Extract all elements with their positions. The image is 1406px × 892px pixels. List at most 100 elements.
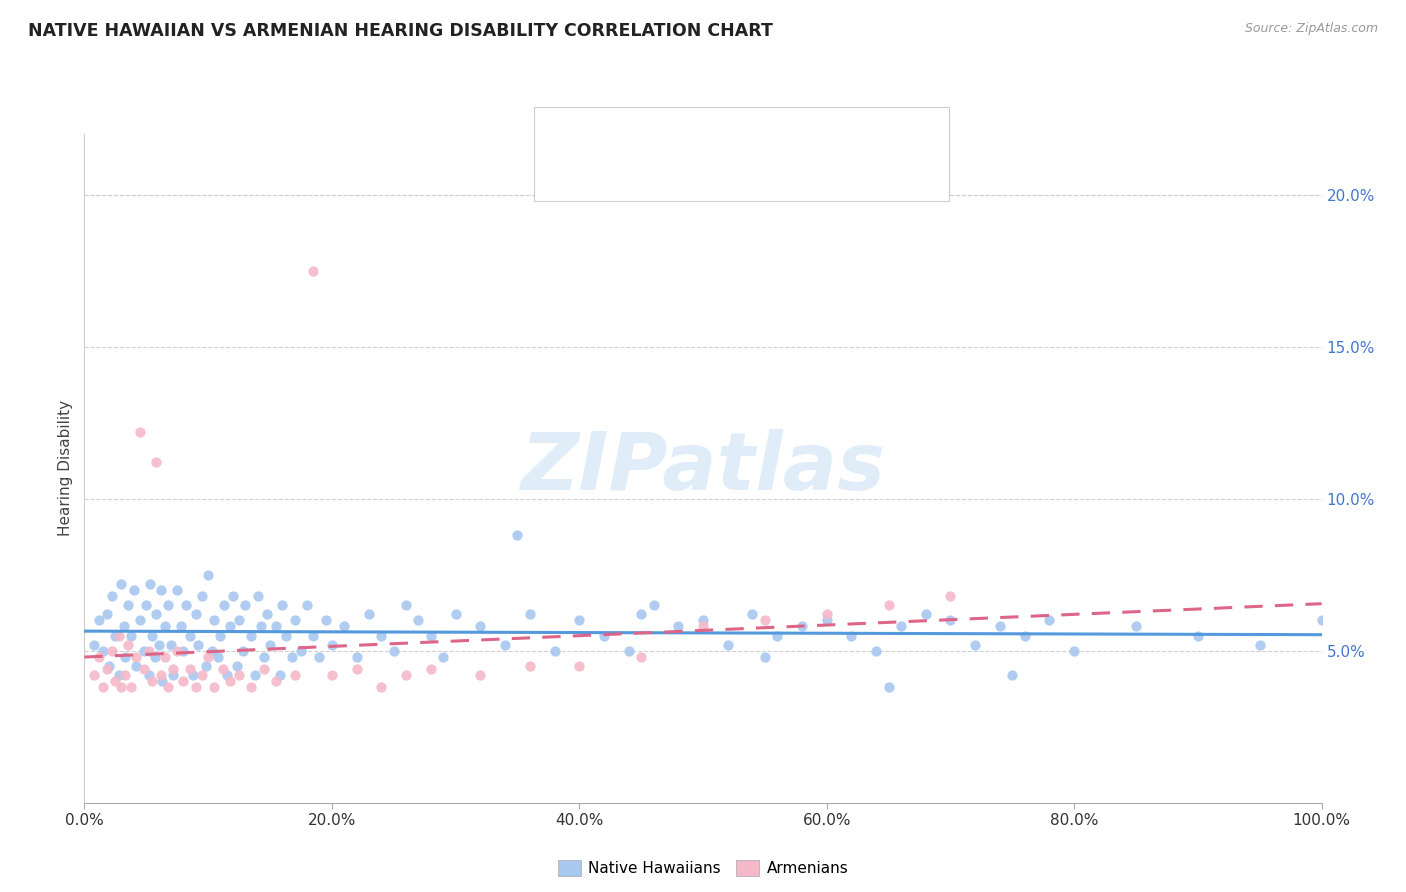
Point: [333, 619, 356, 633]
Point: [89, 613, 111, 627]
Point: [395, 598, 418, 612]
Point: [98, 659, 121, 673]
Point: [132, 662, 155, 676]
Point: [141, 674, 163, 689]
Point: [174, 598, 197, 612]
Point: [125, 649, 148, 664]
Point: [256, 607, 278, 622]
Point: [120, 628, 142, 642]
Point: [519, 659, 541, 673]
Point: [841, 628, 863, 642]
Point: [321, 638, 343, 652]
Point: [225, 659, 247, 673]
Point: [228, 613, 250, 627]
Point: [162, 668, 184, 682]
Point: [139, 577, 162, 591]
Point: [207, 649, 229, 664]
Point: [357, 607, 380, 622]
Point: [160, 638, 183, 652]
Point: [108, 668, 131, 682]
Point: [114, 649, 136, 664]
Point: [274, 628, 297, 642]
Point: [506, 528, 529, 542]
Point: [419, 628, 441, 642]
Point: [138, 668, 160, 682]
Point: [284, 668, 307, 682]
Point: [815, 613, 838, 627]
Point: [96, 607, 118, 622]
Point: [100, 589, 122, 603]
Point: [382, 644, 405, 658]
Point: [914, 607, 936, 622]
Point: [96, 662, 118, 676]
Point: [132, 644, 155, 658]
Point: [1187, 628, 1209, 642]
Point: [494, 638, 516, 652]
Point: [170, 619, 193, 633]
Point: [766, 628, 789, 642]
Text: ZIPatlas: ZIPatlas: [520, 429, 886, 508]
Point: [100, 644, 122, 658]
Point: [117, 598, 139, 612]
Point: [172, 674, 194, 689]
Point: [271, 598, 294, 612]
Point: [191, 668, 214, 682]
Point: [939, 589, 962, 603]
Point: [630, 649, 652, 664]
Point: [122, 582, 145, 597]
Point: [129, 613, 152, 627]
Point: [181, 668, 204, 682]
Point: [129, 425, 152, 439]
Point: [643, 598, 665, 612]
Point: [120, 680, 142, 694]
Point: [269, 668, 291, 682]
Point: [395, 668, 418, 682]
Point: [141, 628, 163, 642]
Point: [233, 598, 256, 612]
Text: NATIVE HAWAIIAN VS ARMENIAN HEARING DISABILITY CORRELATION CHART: NATIVE HAWAIIAN VS ARMENIAN HEARING DISA…: [28, 22, 773, 40]
Point: [568, 659, 591, 673]
Point: [104, 674, 127, 689]
Point: [965, 638, 987, 652]
Point: [246, 589, 269, 603]
Point: [212, 598, 235, 612]
Point: [194, 659, 217, 673]
Point: [240, 628, 263, 642]
Point: [145, 607, 167, 622]
Point: [114, 668, 136, 682]
Y-axis label: Hearing Disability: Hearing Disability: [58, 401, 73, 536]
Point: [232, 644, 254, 658]
Point: [302, 263, 325, 277]
Point: [138, 644, 160, 658]
Point: [470, 619, 492, 633]
Point: [157, 598, 180, 612]
Text: R = 0.135: R = 0.135: [593, 124, 676, 142]
Point: [754, 613, 776, 627]
Point: [243, 668, 266, 682]
Point: [209, 628, 232, 642]
Point: [1038, 613, 1060, 627]
Point: [166, 644, 188, 658]
Point: [162, 662, 184, 676]
Point: [419, 662, 441, 676]
Point: [519, 607, 541, 622]
Point: [370, 680, 392, 694]
Point: [264, 619, 287, 633]
Point: [197, 567, 219, 582]
Point: [754, 649, 776, 664]
Point: [1310, 613, 1333, 627]
Point: [815, 607, 838, 622]
Point: [253, 649, 276, 664]
Point: [187, 638, 209, 652]
Point: [865, 644, 887, 658]
Point: [150, 582, 173, 597]
Point: [166, 582, 188, 597]
Point: [250, 619, 273, 633]
Point: [290, 644, 312, 658]
Point: [104, 628, 127, 642]
Legend: Native Hawaiians, Armenians: Native Hawaiians, Armenians: [551, 854, 855, 882]
Point: [83, 668, 105, 682]
Point: [1125, 619, 1147, 633]
Point: [219, 619, 242, 633]
Point: [215, 668, 238, 682]
